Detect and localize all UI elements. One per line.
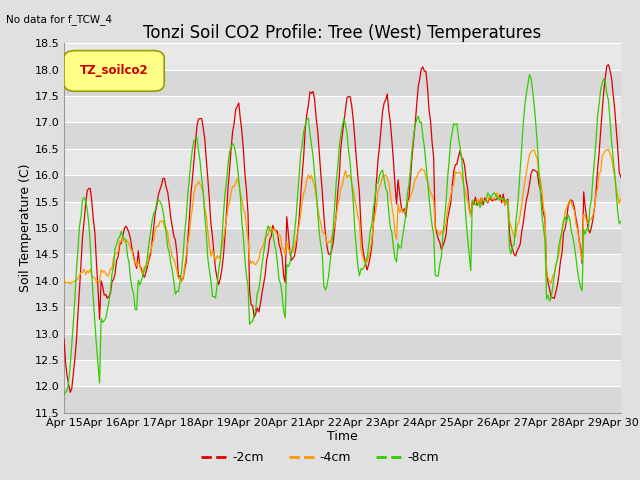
Bar	[64, 254, 621, 281]
Bar	[64, 122, 621, 149]
Bar	[64, 202, 621, 228]
Bar	[64, 96, 621, 122]
Title: Tonzi Soil CO2 Profile: Tree (West) Temperatures: Tonzi Soil CO2 Profile: Tree (West) Temp…	[143, 24, 541, 42]
Bar	[64, 149, 621, 175]
Bar	[64, 360, 621, 386]
Bar	[64, 334, 621, 360]
Text: No data for f_TCW_4: No data for f_TCW_4	[6, 14, 113, 25]
Bar	[64, 386, 621, 413]
Text: TZ_soilco2: TZ_soilco2	[80, 64, 148, 77]
Bar	[64, 70, 621, 96]
Legend: -2cm, -4cm, -8cm: -2cm, -4cm, -8cm	[196, 446, 444, 469]
X-axis label: Time: Time	[327, 431, 358, 444]
Bar	[64, 281, 621, 307]
FancyBboxPatch shape	[64, 50, 164, 91]
Bar	[64, 307, 621, 334]
Bar	[64, 43, 621, 70]
Y-axis label: Soil Temperature (C): Soil Temperature (C)	[19, 164, 31, 292]
Bar	[64, 228, 621, 254]
Bar	[64, 175, 621, 202]
